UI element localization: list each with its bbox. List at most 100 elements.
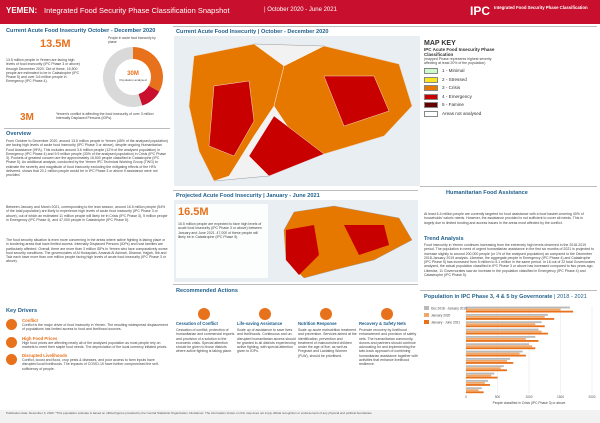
donut-chart: 30M Population analysed — [103, 47, 163, 107]
divider — [173, 26, 597, 27]
key-label: 5 - Famine — [442, 102, 464, 108]
recommendation: Cessation of Conflict Cessation of confli… — [176, 308, 236, 354]
region — [323, 75, 390, 127]
driver-text: Conflict is the major driver of food ins… — [22, 323, 168, 332]
bar — [466, 313, 548, 316]
bar — [466, 379, 489, 382]
rec-title: Cessation of Conflict — [176, 321, 218, 326]
heading: Key Drivers — [6, 308, 38, 314]
rec-title: Life-saving Assistance — [237, 321, 283, 326]
key-label: 2 - Stressed — [442, 76, 467, 82]
heading: Trend Analysis — [424, 236, 464, 242]
bar — [466, 391, 484, 394]
bar — [466, 345, 533, 348]
bar — [466, 381, 485, 384]
key-row: 2 - Stressed — [424, 76, 594, 83]
bar — [466, 372, 495, 375]
x-tick-label: 0 — [465, 395, 467, 399]
key-row: 1 - Minimal — [424, 68, 594, 75]
key-row: 3 - Crisis — [424, 85, 594, 92]
drivers: Conflict Conflict is the major driver of … — [6, 318, 169, 375]
bar — [466, 308, 561, 311]
period: | October 2020 - June 2021 — [264, 7, 337, 13]
driver-text: High food prices are affecting nearly al… — [22, 340, 168, 349]
region — [208, 80, 255, 157]
x-tick-label: 500 — [495, 395, 501, 399]
bar — [466, 335, 536, 338]
legend-swatch — [424, 313, 429, 317]
rec-icon — [381, 308, 393, 320]
bar — [466, 357, 511, 360]
x-tick-label: 1000 — [525, 395, 532, 399]
bar — [466, 384, 490, 386]
legend-label: January 2020 — [431, 313, 451, 317]
divider — [173, 190, 418, 191]
swatch — [424, 110, 438, 117]
bar — [466, 306, 570, 309]
donut-segment — [133, 47, 163, 92]
swatch — [424, 102, 438, 109]
legend-label: January - June 2021 — [431, 320, 460, 324]
paragraph: 16.5 million people are expected to face… — [178, 222, 262, 239]
bar — [466, 337, 526, 340]
idp-figure: 3M — [20, 112, 34, 123]
rec-title: Recovery & Safety Nets — [359, 321, 407, 326]
rec-icon — [198, 308, 210, 320]
rec-icon — [259, 308, 271, 320]
panel — [176, 204, 268, 278]
x-tick-label: 2000 — [588, 395, 595, 399]
bar — [466, 332, 548, 335]
bar — [466, 350, 523, 353]
key-label: 4 - Emergency — [442, 93, 472, 99]
key-sub: IPC Acute Food Insecurity Phase Classifi… — [424, 47, 495, 57]
caption: People in acute food insecurity by phase — [108, 36, 156, 45]
paragraph: 13.5 million people in Yemen are facing … — [6, 58, 80, 84]
driver-icon — [6, 319, 17, 330]
x-axis-label: People classified in Crisis (IPC Phase 3… — [493, 401, 566, 405]
key-label: Areas not analysed — [442, 110, 482, 116]
region — [286, 225, 319, 275]
legend-swatch — [424, 306, 429, 310]
legend-label: Dec 2018 - January 2019 — [431, 306, 467, 310]
bar — [466, 343, 529, 346]
bar — [466, 347, 536, 350]
divider — [173, 284, 418, 285]
heading: Recommended Actions — [176, 288, 238, 294]
heading: Humanitarian Food Assistance — [446, 190, 528, 196]
logo-text: Integrated Food Security Phase Classific… — [494, 5, 588, 10]
paragraph: From October to December 2020, around 13… — [6, 139, 168, 178]
swatch — [424, 76, 438, 83]
key-row: 5 - Famine — [424, 102, 594, 109]
rec-text: Cessation of conflict, protection of hum… — [176, 328, 235, 354]
donut-center-text: Population analysed — [119, 78, 146, 82]
driver: Conflict Conflict is the major driver of … — [6, 318, 169, 332]
region — [248, 115, 325, 177]
figure: 13.5M — [40, 38, 71, 50]
recommendation: Nutrition Response Scale up acute malnutr… — [298, 308, 358, 358]
bar — [466, 330, 542, 333]
bar — [466, 374, 492, 377]
rec-icon — [320, 308, 332, 320]
chart-title: Population in IPC Phase 3, 4 & 5 by Gove… — [424, 294, 553, 300]
bar — [466, 310, 574, 313]
header: YEMEN: Integrated Food Security Phase Cl… — [0, 0, 600, 24]
bar — [466, 359, 507, 362]
chart-period: | 2018 - 2021 — [553, 294, 587, 300]
bar — [466, 325, 545, 328]
key-title: MAP KEY — [424, 40, 456, 47]
heading: Current Acute Food Insecurity October - … — [6, 28, 156, 34]
paragraph: The food security situation is even more… — [6, 238, 168, 264]
bar — [466, 387, 482, 390]
divider — [4, 128, 170, 129]
rec-text: Promote recovery by livelihood enhanceme… — [359, 328, 418, 367]
heading: Current Acute Food Insecurity | October … — [176, 29, 329, 35]
donut-segment — [138, 85, 160, 106]
heading: Population in IPC Phase 3, 4 & 5 by Gove… — [424, 294, 587, 300]
idp-text: Yemen's conflict is affecting the food i… — [56, 112, 154, 121]
driver-title: Disrupted Livelihoods — [22, 353, 68, 359]
map-key: MAP KEY IPC Acute Food Insecurity Phase … — [424, 40, 594, 119]
bar — [466, 369, 507, 372]
donut-segment — [103, 47, 143, 107]
bar — [466, 318, 555, 320]
